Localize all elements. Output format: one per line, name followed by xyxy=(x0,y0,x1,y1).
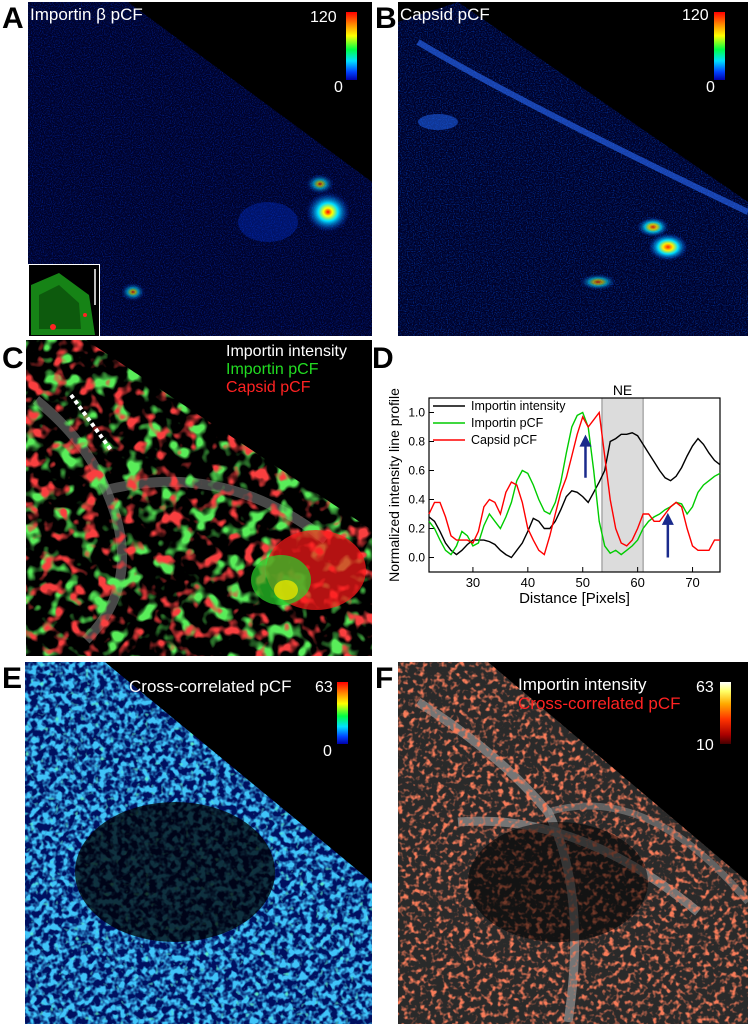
arrow-head-0 xyxy=(579,434,592,447)
capsid-pcf-image xyxy=(398,2,748,336)
panel-b-colorbar xyxy=(714,12,725,80)
panel-e-colorbar-min: 0 xyxy=(323,743,332,760)
cross-correlated-overlay-map: Importin intensity Cross-correlated pCF … xyxy=(398,662,748,1024)
panel-b-title: Capsid pCF xyxy=(400,5,490,24)
panel-e-title: Cross-correlated pCF xyxy=(129,677,292,696)
panel-a-colorbar-min: 0 xyxy=(334,79,343,96)
panel-letter-d: D xyxy=(372,342,394,375)
overlay-image xyxy=(26,340,372,656)
importin-pcf-map: Importin β pCF 120 0 xyxy=(28,2,372,336)
x-axis-label: Distance [Pixels] xyxy=(519,590,630,607)
panel-f-colorbar-max: 63 xyxy=(696,679,714,696)
line-profile-chart: 30 40 50 60 70 0.0 0.2 0.4 0.6 0.8 1.0 Distance [P… xyxy=(386,382,721,607)
x-tick-label: 50 xyxy=(576,575,590,590)
y-axis-label: Normalized intensity line profile xyxy=(386,388,402,582)
cross-correlated-overlay-image xyxy=(398,662,748,1024)
panel-letter-a: A xyxy=(2,2,24,35)
line-profile-marker xyxy=(69,393,113,452)
panel-f-colorbar-min: 10 xyxy=(696,737,714,754)
panel-a-colorbar xyxy=(346,12,357,80)
panel-a-title: Importin β pCF xyxy=(30,5,143,24)
x-tick-label: 60 xyxy=(630,575,644,590)
plot-frame xyxy=(428,397,721,573)
x-tick-label: 40 xyxy=(521,575,535,590)
legend-label-1: Importin pCF xyxy=(471,416,544,430)
ne-region-label: NE xyxy=(613,382,632,398)
series-line-2 xyxy=(428,410,720,556)
x-tick-label: 70 xyxy=(685,575,699,590)
overlay-map: Importin intensity Importin pCF Capsid p… xyxy=(26,340,372,656)
x-tick-label: 30 xyxy=(466,575,480,590)
cross-correlated-pcf-image xyxy=(25,662,372,1024)
inset-cell-image xyxy=(31,269,96,335)
panel-b-colorbar-min: 0 xyxy=(706,79,715,96)
panel-letter-b: B xyxy=(375,2,397,35)
panel-a-colorbar-max: 120 xyxy=(310,9,337,26)
y-tick-label: 0.0 xyxy=(408,551,425,565)
y-tick-label: 0.8 xyxy=(408,435,425,449)
panel-e-colorbar-max: 63 xyxy=(315,679,333,696)
arrow-head-1 xyxy=(661,512,674,525)
capsid-pcf-map: Capsid pCF 120 0 xyxy=(398,2,748,336)
y-tick-label: 0.2 xyxy=(408,522,425,536)
panel-f-colorbar xyxy=(720,682,731,744)
cross-correlated-pcf-map: Cross-correlated pCF 63 0 xyxy=(25,662,372,1024)
panel-letter-c: C xyxy=(2,342,24,375)
panel-c-legend-importin-pcf: Importin pCF xyxy=(226,361,319,378)
panel-e-colorbar xyxy=(337,682,348,744)
panel-f-legend-cross-correlated-pcf: Cross-correlated pCF xyxy=(518,694,681,713)
series-line-0 xyxy=(428,432,721,559)
panel-c-legend-importin-intensity: Importin intensity xyxy=(226,343,347,360)
panel-letter-e: E xyxy=(2,662,23,695)
panel-c-legend-capsid-pcf: Capsid pCF xyxy=(226,379,311,396)
importin-pcf-image xyxy=(28,2,372,336)
y-tick-label: 0.6 xyxy=(408,464,425,478)
legend-label-2: Capsid pCF xyxy=(471,433,537,447)
panel-letter-f: F xyxy=(375,662,394,695)
inset-image xyxy=(28,264,100,336)
legend-label-0: Importin intensity xyxy=(471,399,566,413)
y-tick-label: 0.4 xyxy=(408,493,425,507)
y-tick-label: 1.0 xyxy=(408,406,425,420)
panel-b-colorbar-max: 120 xyxy=(682,7,709,24)
panel-f-legend-importin-intensity: Importin intensity xyxy=(518,675,647,694)
